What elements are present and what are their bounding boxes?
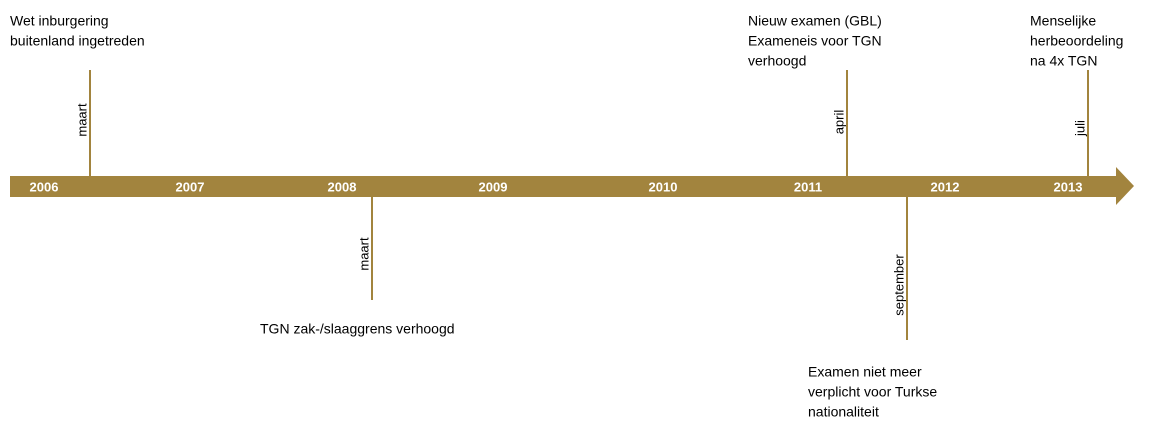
event-label: nationaliteit [808, 404, 879, 420]
year-label: 2009 [479, 179, 508, 194]
year-label: 2012 [931, 179, 960, 194]
event-month: september [891, 254, 906, 316]
year-label: 2013 [1054, 179, 1083, 194]
event-label: verhoogd [748, 53, 806, 69]
event-label: na 4x TGN [1030, 53, 1097, 69]
year-label: 2007 [176, 179, 205, 194]
event-label: verplicht voor Turkse [808, 384, 937, 400]
timeline-arrow [10, 167, 1134, 205]
event-month: april [831, 110, 846, 135]
year-label: 2010 [649, 179, 678, 194]
event-month: juli [1072, 120, 1087, 137]
event-label: Exameneis voor TGN [748, 33, 882, 49]
event-label: TGN zak-/slaaggrens verhoogd [260, 321, 455, 337]
year-label: 2008 [328, 179, 357, 194]
event-label: Examen niet meer [808, 364, 922, 380]
event-label: Nieuw examen (GBL) [748, 13, 882, 29]
year-label: 2011 [794, 179, 822, 194]
event-label: herbeoordeling [1030, 33, 1123, 49]
event-label: Menselijke [1030, 13, 1096, 29]
event-label: buitenland ingetreden [10, 33, 145, 49]
event-label: Wet inburgering [10, 13, 109, 29]
year-label: 2006 [30, 179, 59, 194]
event-month: maart [356, 237, 371, 271]
event-month: maart [74, 103, 89, 137]
